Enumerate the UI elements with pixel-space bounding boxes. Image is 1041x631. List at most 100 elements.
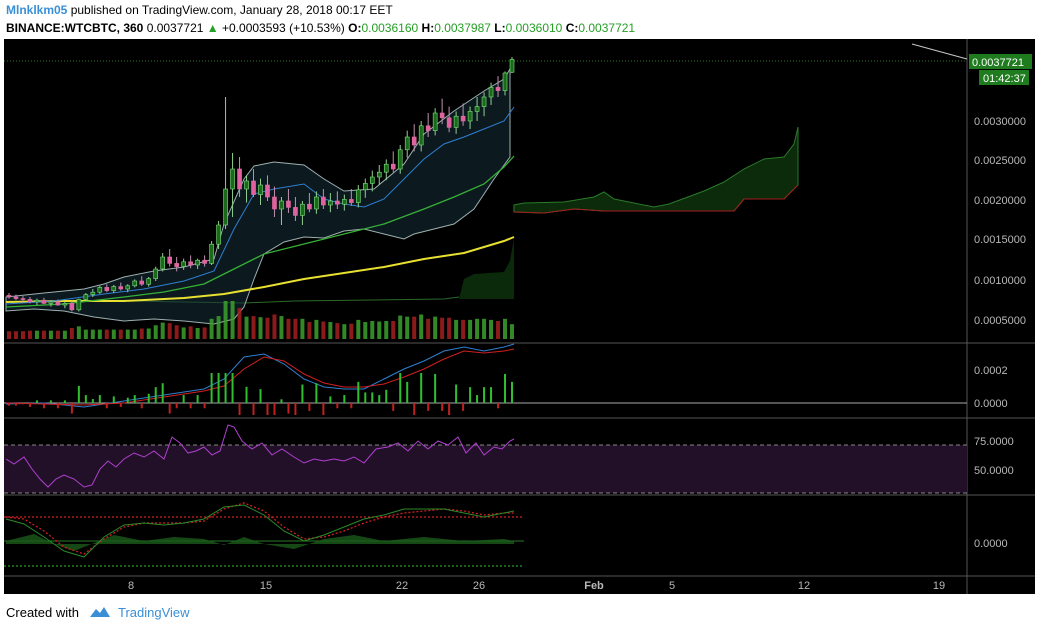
macd-histogram-bar [315,383,318,403]
volume-bar [363,322,368,339]
macd-histogram-bar [8,403,10,406]
volume-bar [426,318,431,339]
chart-svg[interactable]: 0.0030000 0.0025000 0.0020000 0.0015000 … [4,39,1035,594]
volume-bar [300,318,305,339]
volume-bar [489,319,494,339]
countdown-badge [979,70,1029,85]
candle-body [146,278,152,285]
volume-bar [13,331,18,339]
candle-body [300,203,305,216]
candle-body [397,149,403,170]
volume-bar [391,320,396,339]
macd-histogram-bar [175,403,178,409]
macd-histogram-bar [70,403,73,414]
volume-bar [279,316,284,339]
candle-body [181,261,186,267]
macd-histogram-bar [399,373,402,403]
time-tick: 15 [260,580,272,592]
macd-histogram-bar [154,387,157,403]
candle-body [425,125,431,131]
candle-body [349,199,354,203]
candle-body [342,199,347,205]
volume-bar [111,329,116,339]
candle-body [153,268,159,279]
candle-body [418,125,424,146]
volume-bar [41,330,46,339]
volume-bar [265,317,270,339]
macd-histogram-bar [161,383,164,403]
volume-bar [335,323,340,339]
bollinger-bands [5,67,511,325]
volume-bar [398,315,403,339]
candle-body [97,287,103,293]
trend-line[interactable] [911,43,968,60]
price-axis[interactable]: 0.0030000 0.0025000 0.0020000 0.0015000 … [974,116,1026,550]
candle-body [62,303,68,306]
volume-bar [62,330,67,339]
volume-bar [314,319,319,339]
macd-histogram-bar [147,393,150,403]
tradingview-link[interactable]: TradingView [118,605,190,620]
volume-bar [139,328,144,339]
volume-bar [307,322,312,339]
signal-line [5,348,515,406]
volume-bar [349,323,354,339]
macd-histogram-bar [329,396,332,403]
macd-histogram-bar [126,397,129,403]
osc-signal-line [5,502,514,555]
candle-body [202,259,207,264]
price-tick: 0.0010000 [974,275,1026,287]
macd-histogram-bar [140,403,143,409]
volume-bar [20,331,25,339]
macd-histogram-bar [231,373,234,403]
candle-body [272,196,277,210]
macd-histogram-bar [56,403,59,409]
macd-tick: 0.0002 [974,365,1008,377]
candle-body [293,207,298,216]
ma-green [5,155,515,308]
volume-bar [370,320,375,339]
candle-body [48,301,54,304]
macd-histogram-bar [301,384,304,403]
candle-body [460,115,466,122]
candle-body [6,295,12,298]
candle-body [474,106,480,112]
published-text: published on TradingView.com, January 28… [70,3,393,17]
candle-body [488,87,494,98]
candle-body [13,296,19,299]
macd-histogram-bar [308,403,311,411]
volume-bar [34,330,39,339]
macd-histogram-bar [91,399,94,403]
time-axis[interactable]: 8 15 22 26 Feb 5 12 19 [128,580,945,592]
candle-body [83,294,89,300]
price-tick: 0.0025000 [974,155,1026,167]
candle-body [356,189,361,203]
candle-body [404,136,410,151]
volume-bar [468,319,473,339]
macd-histogram-bar [168,403,171,414]
macd-histogram-bar [224,373,227,403]
macd-histogram-bar [350,403,353,409]
macd-histogram-bar [287,403,290,414]
volume-bar [160,322,165,339]
created-with-label: Created with [6,605,79,620]
volume-bar [258,317,263,339]
candle-body [230,168,235,190]
volume-bar [230,301,235,339]
macd-histogram-bar [259,389,262,403]
volume-bar [356,319,361,339]
macd-histogram-bar [434,373,437,403]
macd-line [5,343,515,408]
macd-histogram-bar [28,403,31,407]
open-value: 0.0036160 [361,21,419,35]
author-link[interactable]: Mlnklkm05 [6,3,68,17]
macd-histogram-bar [196,395,199,403]
chart-area[interactable]: 0.0030000 0.0025000 0.0020000 0.0015000 … [4,39,1035,594]
volume-bar [244,316,249,339]
macd-histogram-bar [77,385,80,403]
close-value: 0.0037721 [578,21,636,35]
high-value: 0.0037987 [434,21,491,35]
macd-histogram-bar [476,395,479,403]
volume-bar [482,318,487,339]
rsi-tick: 75.0000 [974,436,1014,448]
